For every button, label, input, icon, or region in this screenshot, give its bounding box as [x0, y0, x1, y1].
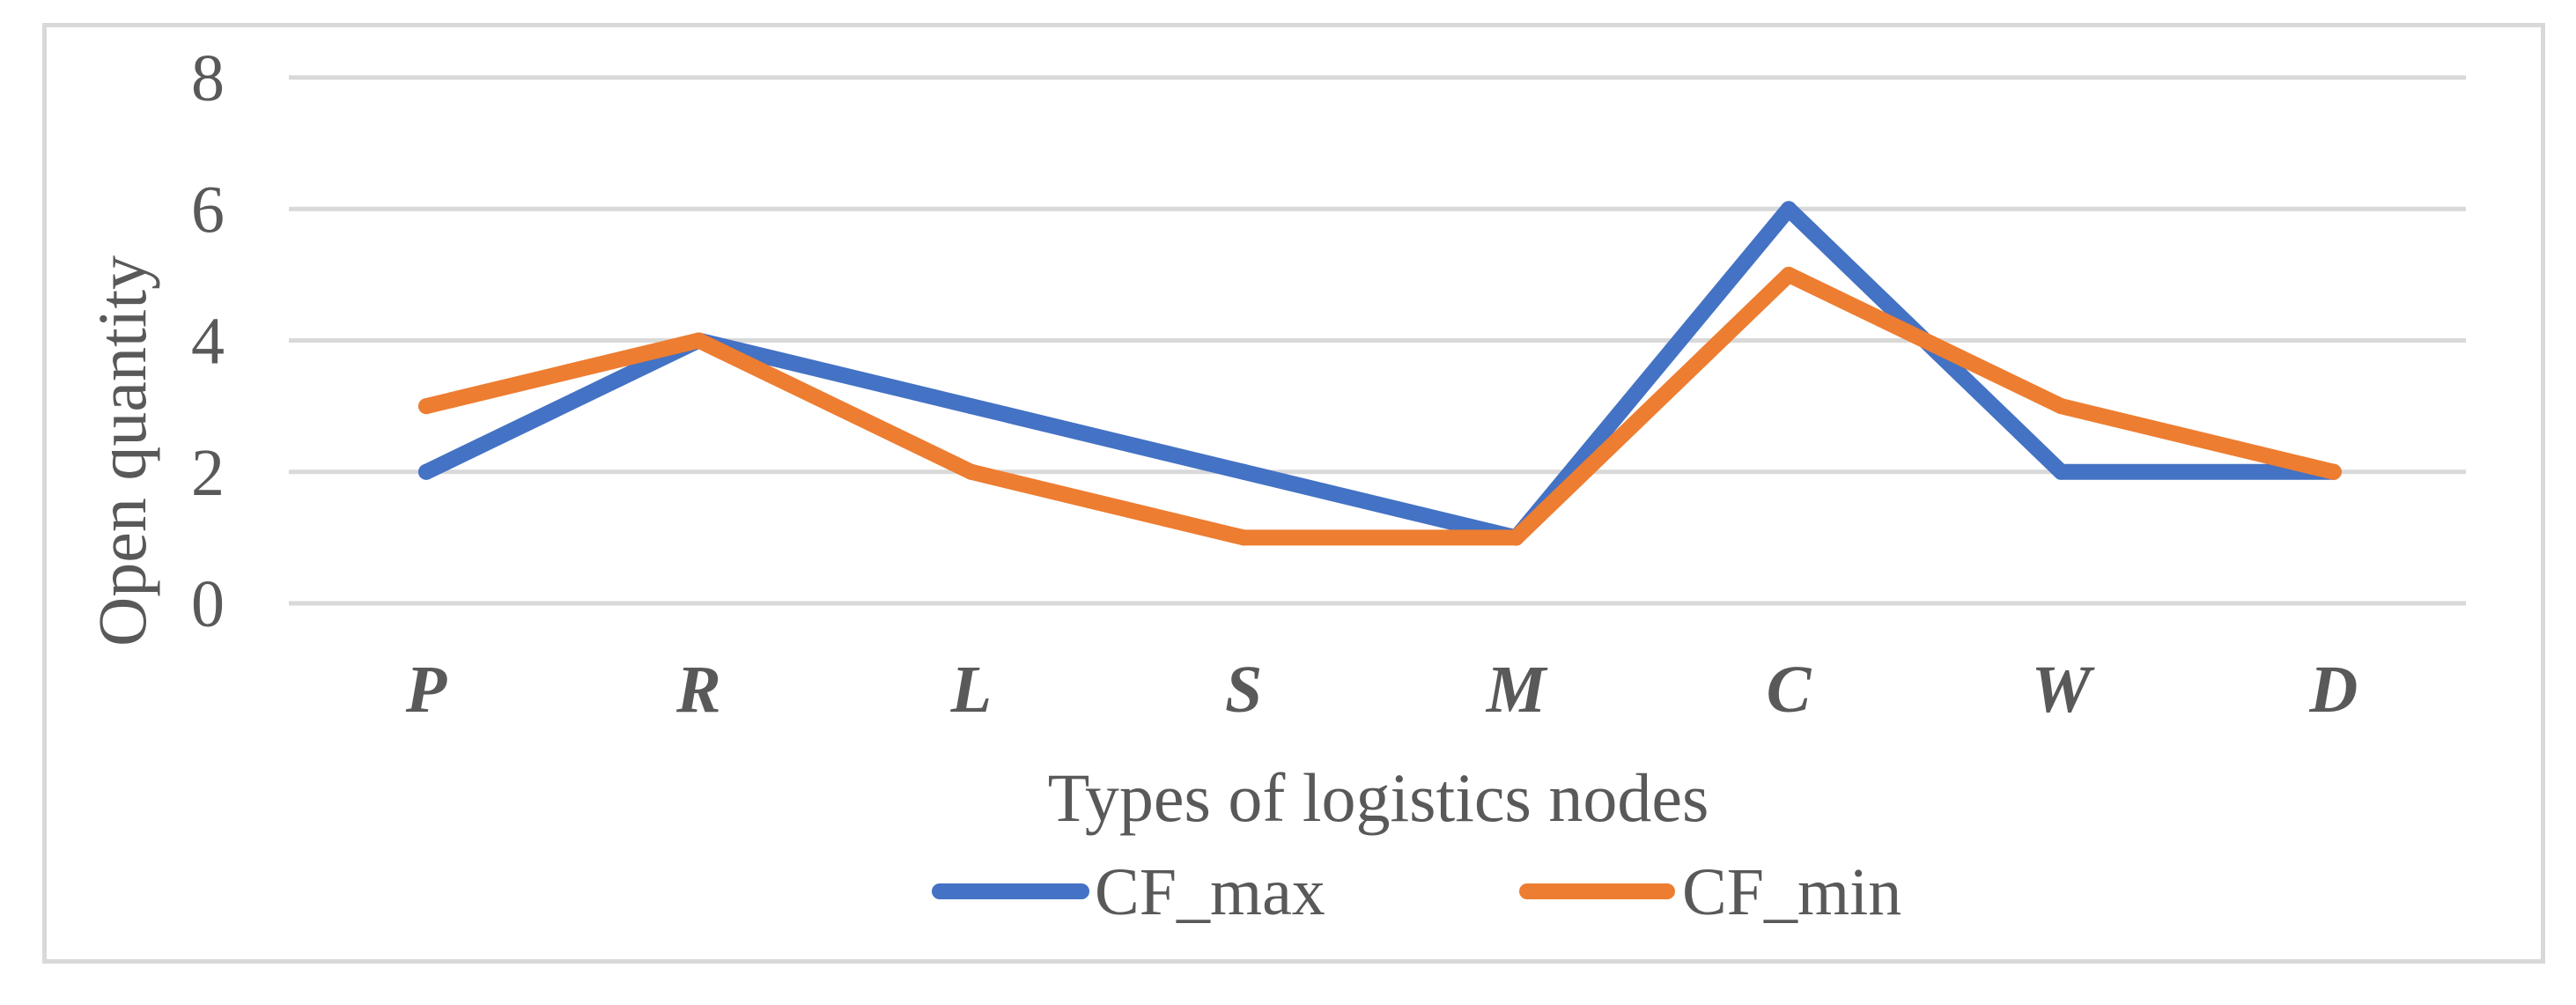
y-axis-ticks: 0 2 4 6 8: [191, 41, 225, 641]
data-point-cf-min-l: [963, 463, 979, 480]
y-axis-title: Open quantity: [84, 255, 160, 647]
data-point-cf-min-d: [2325, 463, 2342, 480]
data-point-cf-max-l: [963, 398, 979, 415]
x-tick-label-s: S: [1225, 653, 1262, 727]
data-point-cf-max-c: [1781, 201, 1797, 218]
x-tick-label-w: W: [2032, 653, 2096, 727]
gridlines: [289, 75, 2466, 606]
data-point-cf-min-s: [1236, 529, 1252, 546]
data-point-cf-min-m: [1508, 529, 1524, 546]
y-tick-label-2: 2: [191, 436, 225, 510]
y-tick-label-0: 0: [191, 567, 225, 641]
x-tick-label-r: R: [675, 653, 721, 727]
x-tick-label-p: P: [405, 653, 447, 727]
series-line-cf-min: [418, 266, 2342, 546]
y-tick-label-8: 8: [191, 41, 225, 115]
data-point-cf-min-p: [418, 398, 434, 415]
data-point-cf-max-p: [418, 463, 434, 480]
y-tick-label-4: 4: [191, 305, 225, 379]
data-point-cf-min-c: [1781, 266, 1797, 283]
series-lines: [418, 201, 2342, 546]
legend: CF_max CF_min: [932, 855, 1901, 929]
x-tick-label-m: M: [1486, 653, 1548, 727]
x-tick-label-d: D: [2308, 653, 2358, 727]
data-point-cf-max-s: [1236, 463, 1252, 480]
x-tick-label-c: C: [1767, 653, 1812, 727]
chart-frame: [42, 23, 2545, 964]
x-tick-label-l: L: [950, 653, 992, 727]
legend-label-cf-min: CF_min: [1682, 855, 1901, 929]
series-line-cf-max: [418, 201, 2342, 546]
x-axis-title: Types of logistics nodes: [1048, 759, 1709, 836]
data-point-cf-min-w: [2053, 398, 2070, 415]
y-tick-label-6: 6: [191, 173, 225, 247]
legend-label-cf-max: CF_max: [1095, 855, 1325, 929]
data-point-cf-min-r: [690, 332, 707, 349]
data-point-cf-max-w: [2053, 463, 2070, 480]
